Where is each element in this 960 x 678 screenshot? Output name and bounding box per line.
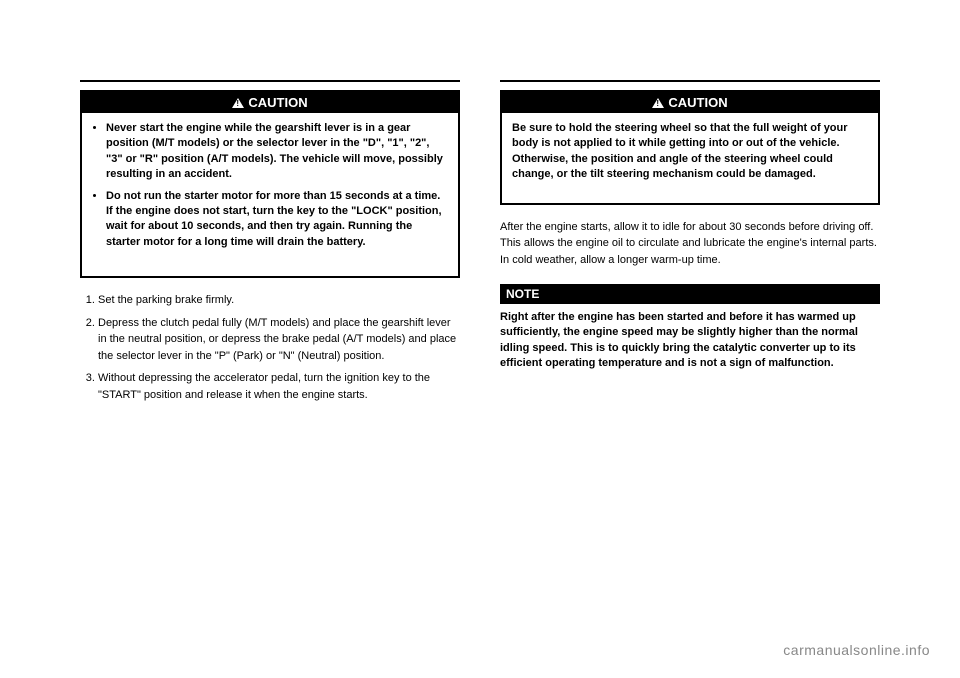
page-container: CAUTION Never start the engine while the…	[0, 0, 960, 445]
warning-icon	[652, 98, 664, 108]
step-item: Depress the clutch pedal fully (M/T mode…	[98, 315, 460, 365]
warning-icon	[232, 98, 244, 108]
caution-box-right: CAUTION Be sure to hold the steering whe…	[500, 90, 880, 205]
caution-label: CAUTION	[248, 95, 307, 110]
footer-text: carmanualsonline.info	[783, 642, 930, 658]
procedure-steps: Set the parking brake firmly. Depress th…	[80, 292, 460, 409]
step-item: Without depressing the accelerator pedal…	[98, 370, 460, 403]
caution-body-right: Be sure to hold the steering wheel so th…	[502, 113, 878, 203]
note-label: NOTE	[506, 287, 539, 301]
caution-text: Be sure to hold the steering wheel so th…	[512, 122, 848, 180]
column-divider	[500, 80, 880, 82]
paragraph-text: After the engine starts, allow it to idl…	[500, 221, 877, 266]
caution-item: Never start the engine while the gearshi…	[106, 121, 448, 183]
note-text: Right after the engine has been started …	[500, 311, 858, 369]
step-item: Set the parking brake firmly.	[98, 292, 460, 309]
caution-header-left: CAUTION	[82, 92, 458, 113]
left-column: CAUTION Never start the engine while the…	[80, 80, 460, 415]
caution-item: Do not run the starter motor for more th…	[106, 189, 448, 251]
body-paragraph: After the engine starts, allow it to idl…	[500, 219, 880, 269]
footer-watermark: carmanualsonline.info	[783, 642, 930, 658]
caution-body-left: Never start the engine while the gearshi…	[82, 113, 458, 276]
note-body: Right after the engine has been started …	[500, 304, 880, 372]
caution-header-right: CAUTION	[502, 92, 878, 113]
caution-box-left: CAUTION Never start the engine while the…	[80, 90, 460, 278]
column-divider	[80, 80, 460, 82]
note-header: NOTE	[500, 284, 880, 304]
right-column: CAUTION Be sure to hold the steering whe…	[500, 80, 880, 415]
caution-label: CAUTION	[668, 95, 727, 110]
